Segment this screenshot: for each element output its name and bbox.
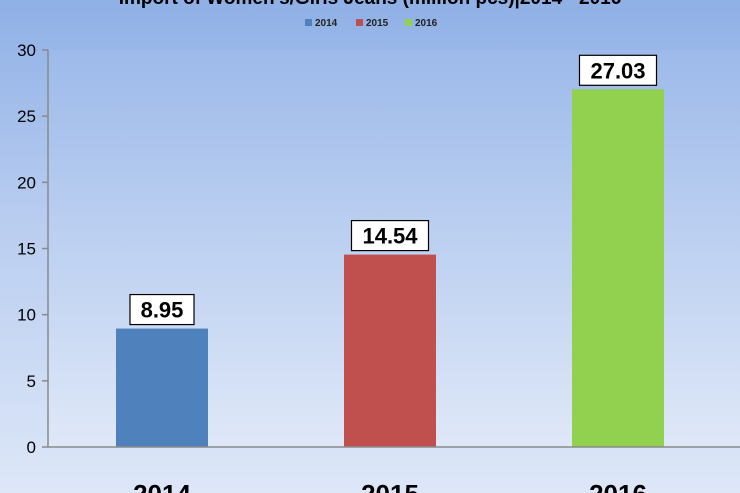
bars: 8.95 14.54 27.03 [116, 54, 664, 447]
legend-swatch [305, 19, 312, 26]
y-tick-label: 30 [17, 41, 36, 60]
data-label-box [129, 293, 195, 326]
legend: 2014 2015 2016 [305, 18, 438, 29]
y-tick-label: 15 [17, 240, 36, 259]
data-label-box [350, 219, 430, 252]
x-axis: 2014 2015 2016 [48, 446, 740, 493]
bar-2015 [344, 254, 436, 447]
y-tick-label: 5 [27, 372, 36, 391]
data-label: 27.03 [590, 58, 645, 83]
x-tick-label: 2015 [361, 479, 419, 493]
legend-label: 2016 [415, 18, 438, 29]
legend-swatch [356, 19, 363, 26]
legend-swatch [405, 19, 412, 26]
x-tick-label: 2016 [589, 479, 647, 493]
x-tick-label: 2014 [133, 479, 191, 493]
data-label: 14.54 [362, 224, 418, 249]
data-label-box [578, 54, 658, 86]
data-label: 8.95 [141, 298, 184, 323]
y-tick-label: 0 [27, 438, 36, 457]
y-tick-label: 10 [17, 306, 36, 325]
bar-2016 [572, 89, 664, 447]
y-tick-label: 20 [17, 173, 36, 192]
chart-title: Import of Women's/Girls Jeans (million p… [119, 0, 622, 9]
bar-2014 [116, 328, 208, 447]
y-axis: 0 5 10 15 20 25 30 [17, 41, 49, 457]
legend-label: 2015 [366, 18, 389, 29]
legend-label: 2014 [315, 18, 338, 29]
y-tick-label: 25 [17, 107, 36, 126]
